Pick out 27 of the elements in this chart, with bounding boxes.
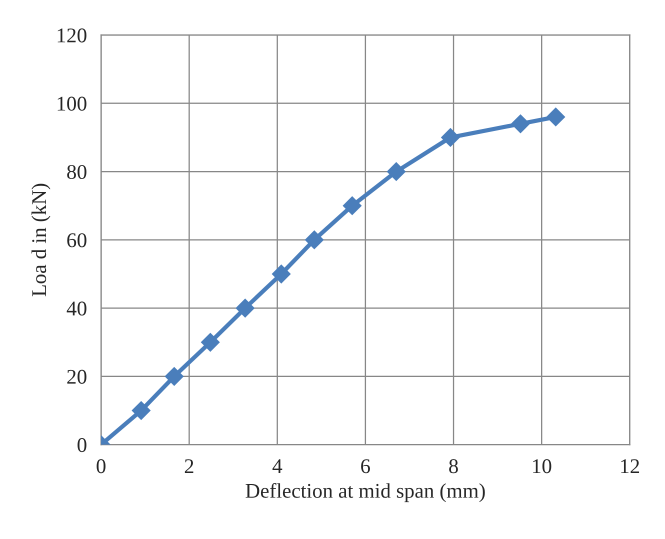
point (200, 332, 220, 352)
point (342, 196, 362, 216)
x-tick-label: 12 (621, 459, 640, 474)
point (386, 162, 406, 181)
point (511, 114, 530, 134)
point (132, 401, 151, 420)
x-axis-title: Deflection at mid span (mm) (246, 483, 485, 502)
y-tick-label: 40 (66, 302, 86, 316)
x-tick-label: 4 (272, 459, 282, 474)
y-tick-label: 0 (78, 438, 86, 452)
x-tick-label: 0 (96, 459, 106, 474)
x-tick-label: 8 (449, 459, 458, 474)
y-axis-title: Loa d in (kN) (31, 184, 50, 296)
point (441, 128, 460, 147)
point (164, 367, 184, 386)
point (304, 230, 324, 250)
y-tick-label: 100 (58, 96, 86, 111)
x-tick-label: 6 (361, 459, 370, 474)
y-tick-label: 80 (67, 164, 86, 180)
y-tick-label: 20 (67, 370, 86, 384)
point (236, 298, 255, 318)
y-tick-label: 60 (67, 233, 86, 248)
x-tick-label: 10 (533, 459, 552, 474)
point (546, 108, 566, 126)
x-tick-label: 2 (184, 459, 194, 474)
point (272, 264, 291, 284)
y-tick-label: 120 (58, 28, 86, 42)
